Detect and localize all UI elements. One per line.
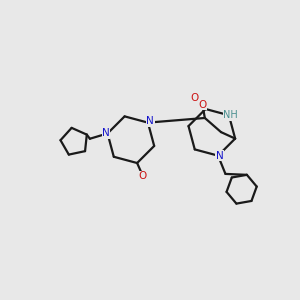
Text: O: O [198, 100, 207, 110]
Text: O: O [139, 171, 147, 181]
Text: N: N [146, 116, 154, 126]
Text: NH: NH [223, 110, 238, 120]
Text: N: N [102, 128, 110, 138]
Text: N: N [216, 151, 224, 161]
Text: O: O [190, 93, 199, 103]
